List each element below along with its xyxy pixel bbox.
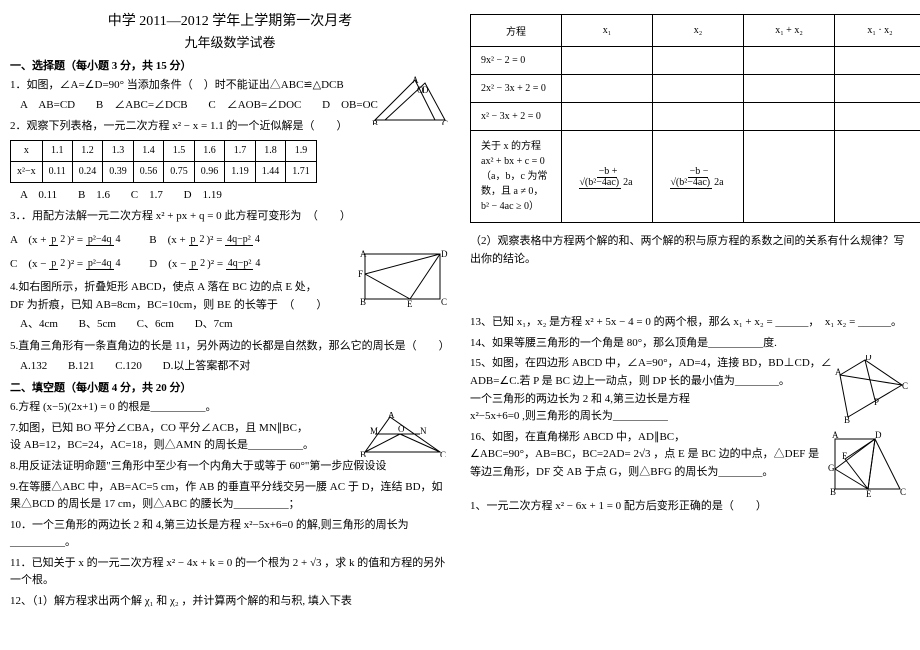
q2-optD: D 1.19	[184, 189, 222, 201]
q5-optB: B.121	[68, 360, 95, 372]
trapezoid-diagram-16: AD BC E GF	[820, 429, 910, 499]
q1-optB: B ∠ABC=∠DCB	[96, 99, 188, 111]
q3-optB: B (x + p2)² = 4q−p²4	[149, 232, 262, 250]
svg-text:C: C	[440, 450, 446, 457]
eq-row1: 9x² − 2 = 0	[471, 47, 562, 75]
triangle-diagram-7: A M N O B C	[350, 412, 450, 457]
question-16: 16、如图，在直角梯形 ABCD 中，AD∥BC， AD BC E GF ∠AB…	[470, 429, 910, 482]
svg-text:O: O	[417, 85, 424, 95]
q3-text: 3．．用配方法解一元二次方程 x² + px + q = 0 此方程可变形为 （…	[10, 208, 450, 226]
eq-row3: x² − 3x + 2 = 0	[471, 103, 562, 131]
question-4: 4.如右图所示，折叠矩形 ABCD，使点 A 落在 BC 边的点 E 处， AD…	[10, 279, 450, 334]
sub-q2: （2）观察表格中方程两个解的和、两个解的积与原方程的系数之间的关系有什么规律？写…	[470, 233, 910, 268]
th-prod: x₁ · x₂	[835, 15, 920, 47]
question-8: 8.用反证法证明命题"三角形中至少有一个内角大于或等于 60°"第一步应假设设	[10, 458, 450, 476]
page-title: 中学 2011—2012 学年上学期第一次月考	[10, 10, 450, 30]
solution-table: 方程 x₁ x₂ x₁ + x₂ x₁ · x₂ 9x² − 2 = 0 2x²…	[470, 14, 920, 223]
q15-text: 15、如图，在四边形 ABCD 中，∠A=90°，AD=4，连接 BD，BD⊥C…	[470, 357, 832, 369]
q3-optD: D (x − p2)² = 4q−p²4	[149, 256, 262, 274]
question-2: 2．观察下列表格，一元二次方程 x² − x = 1.1 的一个近似解是（ ） …	[10, 118, 450, 204]
svg-text:G: G	[828, 463, 835, 473]
svg-text:M: M	[370, 426, 378, 436]
svg-text:D: D	[865, 355, 872, 362]
svg-text:D: D	[875, 430, 882, 440]
eq-row4: 关于 x 的方程 ax² + bx + c = 0 （a，b，c 为常数，且 a…	[471, 131, 562, 223]
svg-text:D: D	[441, 249, 448, 259]
svg-text:F: F	[358, 269, 363, 279]
q2-h0: x	[11, 140, 43, 161]
svg-text:A: A	[832, 430, 839, 440]
th-x2: x₂	[653, 15, 744, 47]
svg-text:C: C	[441, 297, 447, 307]
q4-optC: C、6cm	[137, 318, 174, 330]
question-11: 11．已知关于 x 的一元二次方程 x² − 4x + k = 0 的一个根为 …	[10, 555, 450, 590]
question-13: 13、已知 x₁，x₂ 是方程 x² + 5x − 4 = 0 的两个根，那么 …	[470, 314, 910, 332]
q5-text: 5.直角三角形有一条直角边的长是 11，另外两边的长都是自然数，那么它的周长是（…	[10, 338, 450, 356]
quad-diagram-15: A D C B P	[830, 355, 910, 425]
q1-text: 1．如图，∠A=∠D=90° 当添加条件（ ）时不能证出△ABC≌△DCB	[10, 79, 344, 91]
q2-optB: B 1.6	[78, 189, 110, 201]
svg-text:E: E	[407, 299, 413, 309]
svg-text:B: B	[844, 415, 850, 425]
q3-optC: C (x − p2)² = p²−4q4	[10, 256, 123, 274]
q5-optC: C.120	[115, 360, 142, 372]
q2-optA: A 0.11	[20, 189, 57, 201]
left-column: 中学 2011—2012 学年上学期第一次月考 九年级数学试卷 一、选择题（每小…	[10, 10, 450, 614]
q7-text: 7.如图，已知 BO 平分∠CBA，CO 平分∠ACB，且 MN∥BC，	[10, 422, 308, 434]
svg-text:P: P	[874, 397, 879, 407]
q16-text: 16、如图，在直角梯形 ABCD 中，AD∥BC，	[470, 431, 685, 443]
svg-text:B: B	[830, 487, 836, 497]
q5-optA: A.132	[20, 360, 47, 372]
svg-text:A: A	[412, 75, 419, 85]
th-x1: x₁	[562, 15, 653, 47]
th-eq: 方程	[471, 15, 562, 47]
q4-optD: D、7cm	[195, 318, 233, 330]
question-extra-1: 1、一元二次方程 x² − 6x + 1 = 0 配方后变形正确的是（ ）	[470, 498, 910, 516]
svg-text:A: A	[360, 249, 367, 259]
q2-optC: C 1.7	[131, 189, 163, 201]
q1-optC: C ∠AOB=∠DOC	[208, 99, 301, 111]
svg-text:N: N	[420, 426, 427, 436]
eq-row2: 2x² − 3x + 2 = 0	[471, 75, 562, 103]
svg-text:C: C	[900, 487, 906, 497]
q2-text: 2．观察下列表格，一元二次方程 x² − x = 1.1 的一个近似解是（ ）	[10, 118, 450, 136]
question-10: 10．一个三角形的两边长 2 和 4,第三边长是方程 x²−5x+6=0 的解,…	[10, 517, 450, 552]
question-14: 14、如果等腰三角形的一个角是 80°，那么顶角是__________度.	[470, 335, 910, 353]
q4-optA: A、4cm	[20, 318, 58, 330]
right-column: 方程 x₁ x₂ x₁ + x₂ x₁ · x₂ 9x² − 2 = 0 2x²…	[470, 10, 910, 614]
th-sum: x₁ + x₂	[744, 15, 835, 47]
question-15: 15、如图，在四边形 ABCD 中，∠A=90°，AD=4，连接 BD，BD⊥C…	[470, 355, 910, 425]
svg-text:A: A	[835, 367, 842, 377]
svg-text:B: B	[360, 297, 366, 307]
question-1: 1．如图，∠A=∠D=90° 当添加条件（ ）时不能证出△ABC≌△DCB AD…	[10, 77, 450, 114]
exam-page: 中学 2011—2012 学年上学期第一次月考 九年级数学试卷 一、选择题（每小…	[10, 10, 910, 614]
formula-cell-1: −b + √(b²−4ac)2a	[562, 131, 653, 223]
svg-text:O: O	[398, 424, 405, 434]
q3-optA: A (x + p2)² = p²−4q4	[10, 232, 123, 250]
rectangle-diagram: A D B C F E	[355, 249, 450, 309]
page-subtitle: 九年级数学试卷	[10, 32, 450, 51]
question-5: 5.直角三角形有一条直角边的长是 11，另外两边的长都是自然数，那么它的周长是（…	[10, 338, 450, 375]
question-7: 7.如图，已知 BO 平分∠CBA，CO 平分∠ACB，且 MN∥BC， A M…	[10, 420, 450, 455]
question-9: 9.在等腰△ABC 中，AB=AC=5 cm，作 AB 的垂直平分线交另一腰 A…	[10, 479, 450, 514]
q1-optA: A AB=CD	[20, 99, 75, 111]
svg-text:A: A	[388, 412, 395, 420]
section2-head: 二、填空题（每小题 4 分，共 20 分）	[10, 379, 450, 395]
q4-text: 4.如右图所示，折叠矩形 ABCD，使点 A 落在 BC 边的点 E 处，	[10, 281, 317, 293]
svg-text:F: F	[842, 451, 847, 461]
q4-optB: B、5cm	[79, 318, 116, 330]
formula-cell-2: −b − √(b²−4ac)2a	[653, 131, 744, 223]
svg-text:C: C	[902, 381, 908, 391]
question-12: 12、（1）解方程求出两个解 χ₁ 和 χ₂ ，并计算两个解的和与积, 填入下表	[10, 593, 450, 611]
q2-table: x 1.1 1.2 1.3 1.4 1.5 1.6 1.7 1.8 1.9 x²…	[10, 140, 317, 183]
section1-head: 一、选择题（每小题 3 分，共 15 分）	[10, 57, 450, 73]
svg-text:B: B	[360, 450, 366, 457]
q5-optD: D.以上答案都不对	[163, 360, 251, 372]
